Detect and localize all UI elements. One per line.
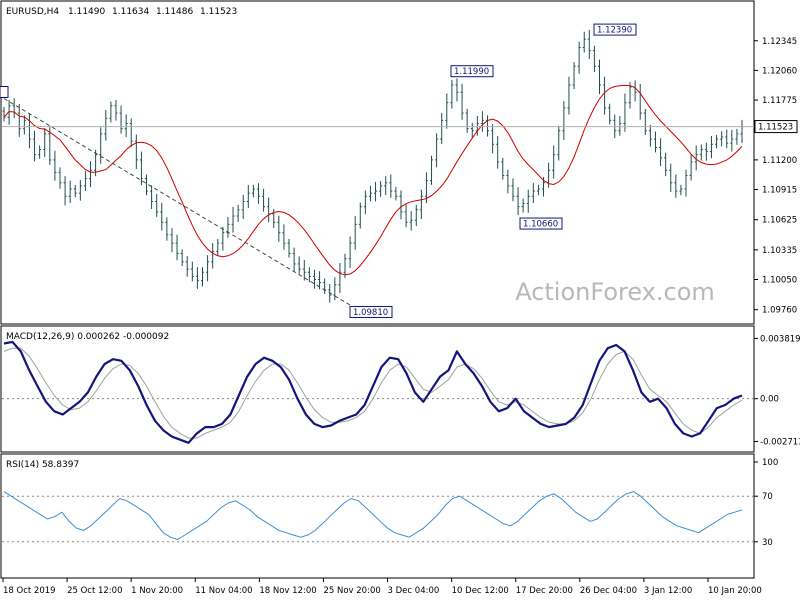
price-tick-label: 1.12345 xyxy=(762,37,797,47)
last-price-box xyxy=(754,120,798,134)
rsi-tick-label: 30 xyxy=(762,538,773,548)
price-header: EURUSD,H4 1.11490 1.11634 1.11486 1.1152… xyxy=(6,7,237,17)
rsi-panel: RSI(14) 58.8397 100 70 30 xyxy=(0,453,778,579)
macd-marks xyxy=(2,340,754,444)
moving-average-line xyxy=(3,84,743,276)
time-tick-label: 25 Nov 20:00 xyxy=(323,586,380,596)
rsi-line xyxy=(3,491,743,540)
price-annotation-label: 1.11990 xyxy=(454,67,489,77)
price-annotation-box xyxy=(0,86,9,99)
price-tick-label: 1.10335 xyxy=(762,246,797,256)
low-value: 1.11486 xyxy=(156,7,193,17)
time-tick-label: 18 Nov 12:00 xyxy=(259,586,316,596)
time-tick-label: 11 Nov 04:00 xyxy=(195,586,252,596)
rsi-title: RSI(14) 58.8397 xyxy=(6,460,79,470)
price-tick-label: 1.12060 xyxy=(762,66,797,76)
macd-axis: 0.003819 0.00 -0.002713 xyxy=(754,334,800,447)
time-tick-label: 1 Nov 20:00 xyxy=(131,586,183,596)
price-tick-label: 1.10915 xyxy=(762,186,797,196)
macd-tick-label: -0.002713 xyxy=(760,437,800,447)
price-annotation-box xyxy=(519,217,563,230)
rsi-tick-label: 70 xyxy=(762,492,773,502)
last-price-label: 1.11523 xyxy=(758,123,793,133)
time-axis: 18 Oct 2019 25 Oct 12:00 1 Nov 20:00 11 Nov… xyxy=(2,578,762,596)
price-tick-label: 1.11200 xyxy=(762,156,797,166)
rsi-tick-label: 100 xyxy=(762,458,778,468)
rsi-marks xyxy=(2,491,754,543)
price-tick-label: 1.11775 xyxy=(762,96,797,106)
macd-tick-label: 0.003819 xyxy=(760,334,800,344)
time-tick-label: 25 Oct 12:00 xyxy=(67,586,122,596)
time-tick-label: 3 Dec 04:00 xyxy=(388,586,440,596)
macd-title: MACD(12,26,9) 0.000262 -0.000092 xyxy=(6,332,169,342)
trendline xyxy=(3,98,352,306)
macd-panel: MACD(12,26,9) 0.000262 -0.000092 0.00381… xyxy=(0,325,800,453)
price-annotation-box xyxy=(349,305,393,318)
macd-signal-line xyxy=(3,347,743,439)
price-tick-label: 1.09760 xyxy=(762,306,797,316)
price-annotation-label: 1.10660 xyxy=(523,220,558,230)
time-tick-label: 10 Dec 12:00 xyxy=(452,586,509,596)
symbol-label: EURUSD,H4 xyxy=(6,7,59,17)
price-tick-label: 1.10625 xyxy=(762,216,797,226)
time-tick-label: 10 Jan 20:00 xyxy=(708,586,762,596)
close-value: 1.11523 xyxy=(200,7,237,17)
price-annotation-label: 1.12390 xyxy=(597,26,632,36)
rsi-axis: 100 70 30 xyxy=(754,458,778,548)
time-tick-label: 18 Oct 2019 xyxy=(3,586,56,596)
price-tick-label: 1.10050 xyxy=(762,276,797,286)
price-watermark: ActionForex.com xyxy=(515,278,715,306)
price-annotation-box xyxy=(593,23,637,36)
price-axis: 1.123451.120601.117751.114901.112001.109… xyxy=(754,37,798,316)
macd-tick-label: 0.00 xyxy=(760,395,779,405)
high-value: 1.11634 xyxy=(112,7,149,17)
open-value: 1.11490 xyxy=(68,7,105,17)
time-tick-label: 3 Jan 12:00 xyxy=(644,586,692,596)
price-annotation-label: 1.09810 xyxy=(353,308,388,318)
price-marks: 1.09810 1.11990 1.10660 1.12390 xyxy=(0,23,754,318)
time-tick-label: 26 Dec 04:00 xyxy=(580,586,637,596)
macd-main-line xyxy=(3,340,743,444)
price-annotation-box xyxy=(450,65,494,78)
time-tick-label: 17 Dec 20:00 xyxy=(516,586,573,596)
price-panel: ActionForex.com EURUSD,H4 1.11490 1.1163… xyxy=(0,0,798,325)
